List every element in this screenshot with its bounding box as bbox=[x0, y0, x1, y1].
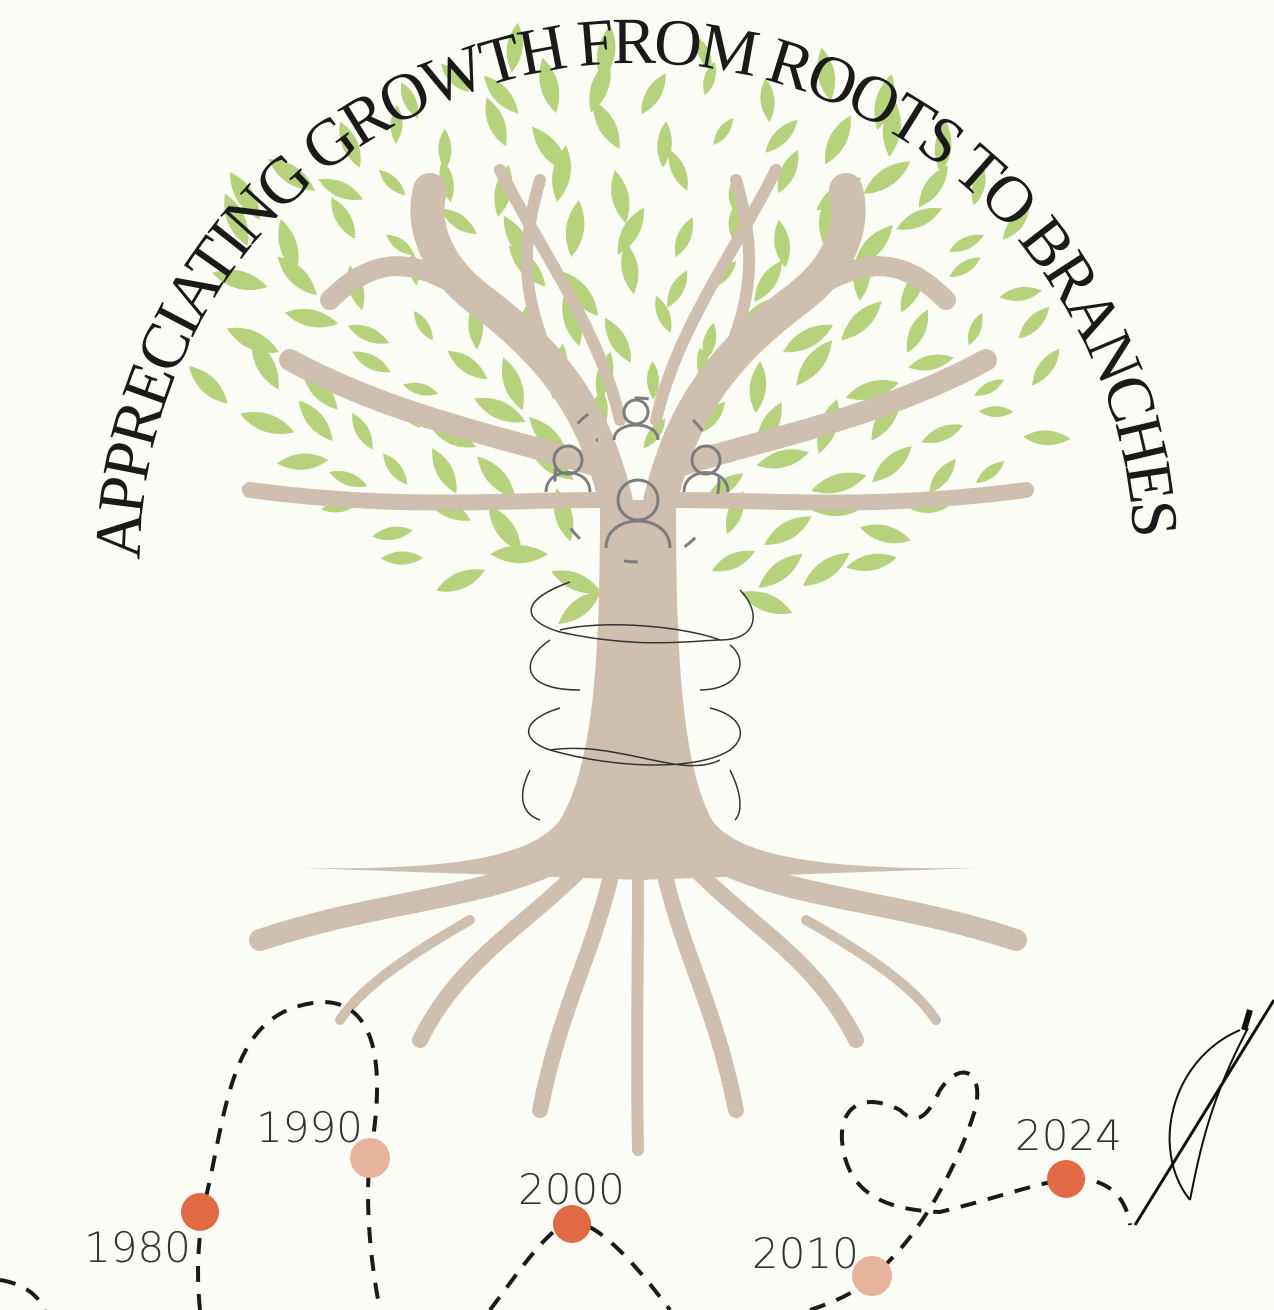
root bbox=[637, 880, 638, 1150]
year-label: 1990 bbox=[256, 1103, 363, 1152]
poster: APPRECIATING GROWTH FROM ROOTS TO BRANCH… bbox=[0, 0, 1274, 1310]
year-label: 2010 bbox=[752, 1229, 859, 1278]
year-label: 1980 bbox=[84, 1223, 191, 1272]
year-label: 2024 bbox=[1015, 1111, 1122, 1160]
page: APPRECIATING GROWTH FROM ROOTS TO BRANCH… bbox=[0, 0, 1274, 1310]
year-label: 2000 bbox=[518, 1165, 625, 1214]
timeline-dot bbox=[1047, 1160, 1085, 1198]
